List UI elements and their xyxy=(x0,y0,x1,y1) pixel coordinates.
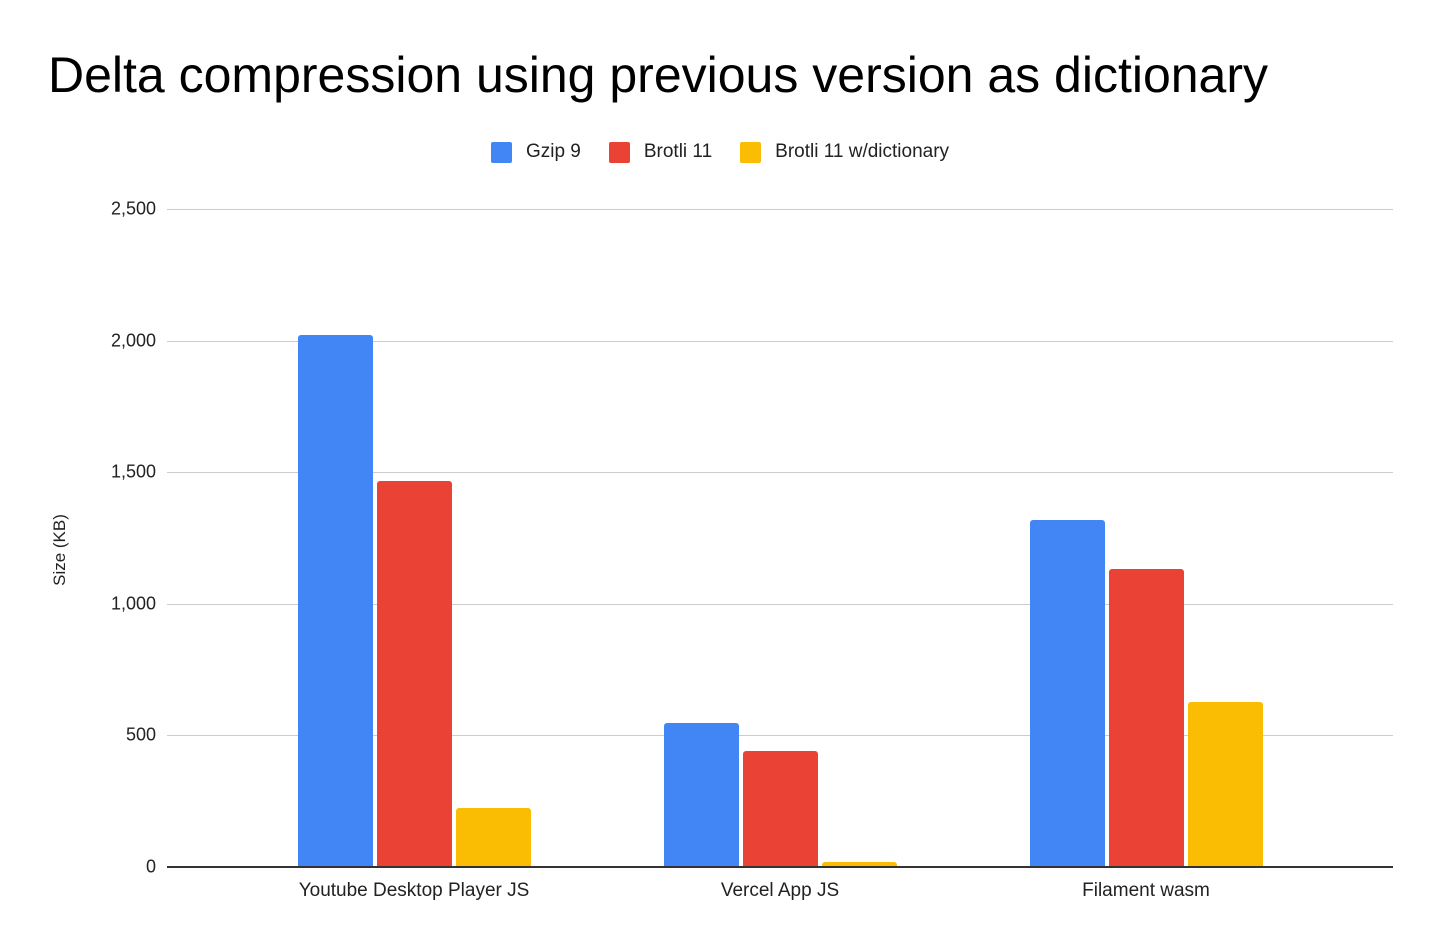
gridline xyxy=(167,340,1393,342)
legend-item-brotli: Brotli 11 xyxy=(608,141,713,163)
legend-label: Brotli 11 w/dictionary xyxy=(775,141,950,162)
gridline xyxy=(167,472,1393,474)
bar xyxy=(455,807,531,866)
legend-item-gzip: Gzip 9 xyxy=(490,141,581,163)
bar xyxy=(821,862,897,866)
y-tick: 2,000 xyxy=(110,330,156,351)
bar xyxy=(663,723,739,866)
plot-area xyxy=(167,209,1393,868)
y-tick: 2,500 xyxy=(110,198,156,219)
x-axis-line xyxy=(167,866,1393,868)
bar xyxy=(1187,702,1263,866)
y-tick: 0 xyxy=(145,856,156,877)
gridline xyxy=(167,603,1393,605)
bar xyxy=(1108,569,1184,866)
legend-label: Brotli 11 xyxy=(643,141,713,162)
y-axis-label: Size (KB) xyxy=(50,514,69,586)
chart-title: Delta compression using previous version… xyxy=(48,47,1269,103)
bar xyxy=(1029,519,1105,866)
legend-item-brotli-dict: Brotli 11 w/dictionary xyxy=(740,141,949,163)
y-tick: 1,000 xyxy=(110,593,156,614)
legend-swatch-gzip xyxy=(490,141,512,163)
y-tick: 500 xyxy=(125,724,156,745)
legend: Gzip 9 Brotli 11 Brotli 11 w/dictionary xyxy=(0,141,1440,163)
legend-swatch-brotli-dict xyxy=(740,141,762,163)
bar xyxy=(376,480,452,866)
x-tick: Youtube Desktop Player JS xyxy=(298,880,530,901)
bar xyxy=(742,750,818,866)
y-tick: 1,500 xyxy=(110,461,156,482)
legend-swatch-brotli xyxy=(608,141,630,163)
gridline xyxy=(167,209,1393,210)
bar xyxy=(297,335,373,866)
legend-label: Gzip 9 xyxy=(525,141,581,162)
gridline xyxy=(167,735,1393,737)
x-tick: Vercel App JS xyxy=(720,880,840,901)
x-tick: Filament wasm xyxy=(1082,880,1210,901)
